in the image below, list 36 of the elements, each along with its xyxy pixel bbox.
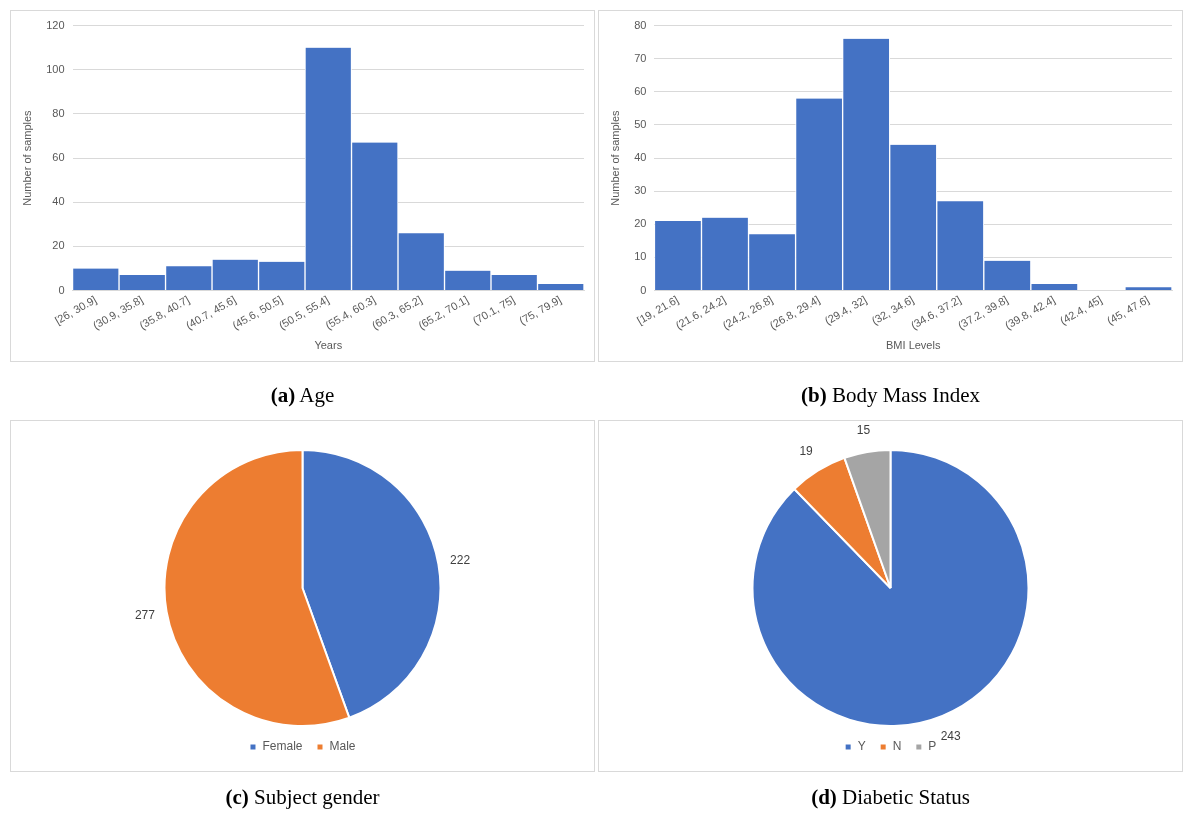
y-tick-label: 40	[634, 151, 647, 164]
legend-label: Female	[262, 739, 303, 754]
y-tick-label: 0	[640, 283, 647, 296]
y-tick-label: 0	[58, 283, 65, 296]
y-tick-label: 70	[634, 51, 647, 64]
y-axis-title: Number of samples	[608, 109, 621, 206]
y-tick-label: 20	[634, 217, 647, 230]
legend-label: Male	[329, 739, 356, 754]
legend-label: Y	[857, 739, 866, 754]
text: (d) Diabetic Status	[810, 785, 971, 810]
y-tick-label: 10	[634, 250, 647, 263]
data-label: 19	[799, 444, 814, 459]
x-axis-title: BMI Levels	[886, 339, 941, 352]
legend-label: P	[928, 739, 937, 754]
data-label: 222	[450, 552, 471, 567]
x-tick-label: (75, 79.9]	[517, 293, 564, 327]
y-tick-label: 120	[46, 18, 65, 31]
y-tick-label: 30	[634, 184, 647, 197]
y-tick-label: 50	[634, 117, 647, 130]
y-tick-label: 60	[52, 151, 65, 164]
y-tick-label: 80	[634, 18, 647, 31]
text: (b) Body Mass Index	[799, 383, 982, 408]
y-tick-label: 60	[634, 84, 647, 97]
data-label: 15	[856, 422, 871, 437]
legend-label: N	[892, 739, 902, 754]
y-tick-label: 20	[52, 239, 65, 252]
text: (c) Subject gender	[224, 785, 381, 810]
y-axis-title: Number of samples	[20, 109, 33, 206]
data-label: 277	[134, 607, 156, 622]
text: (a) Age	[269, 383, 336, 408]
data-label: 243	[940, 728, 962, 743]
x-axis-title: Years	[314, 339, 343, 352]
y-tick-label: 80	[52, 106, 65, 119]
x-tick-label: (45, 47.6]	[1104, 293, 1151, 327]
y-tick-label: 40	[52, 195, 65, 208]
y-tick-label: 100	[46, 62, 65, 75]
